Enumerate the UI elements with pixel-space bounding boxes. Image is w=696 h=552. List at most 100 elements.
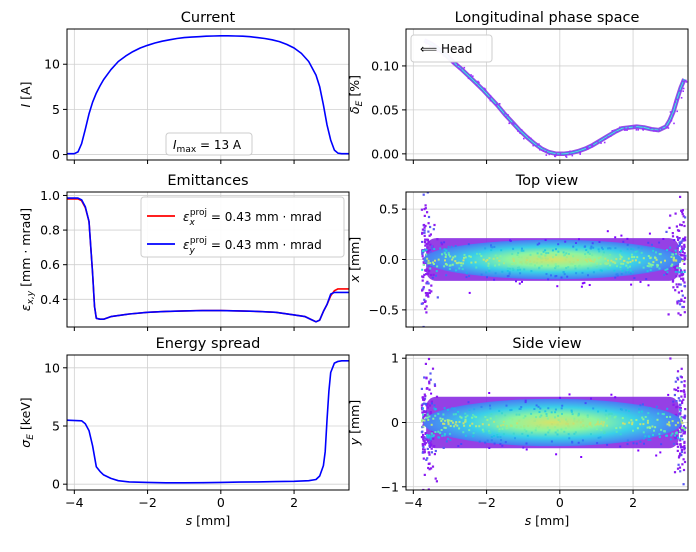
beam-particle xyxy=(440,420,443,422)
beam-particle xyxy=(440,241,443,244)
beam-particle xyxy=(508,264,511,267)
beam-particle xyxy=(556,433,559,436)
beam-tail-particle xyxy=(680,428,683,431)
beam-particle xyxy=(466,272,468,275)
beam-particle xyxy=(560,428,563,431)
beam-tail-particle xyxy=(675,400,678,403)
beam-tail-particle xyxy=(427,295,430,298)
phase-space-particle xyxy=(472,75,474,77)
beam-particle xyxy=(468,255,471,258)
beam-particle xyxy=(680,250,683,252)
beam-tail-particle xyxy=(676,442,679,446)
beam-particle xyxy=(545,413,548,415)
beam-particle xyxy=(590,264,593,267)
beam-particle xyxy=(680,418,683,421)
beam-particle xyxy=(619,257,622,260)
beam-particle xyxy=(451,263,454,266)
beam-particle xyxy=(575,248,578,251)
beam-particle xyxy=(454,245,457,247)
beam-particle xyxy=(454,260,457,263)
beam-tail-particle xyxy=(442,446,445,449)
beam-particle xyxy=(631,421,634,424)
beam-particle xyxy=(654,426,657,429)
beam-tail-particle xyxy=(424,410,427,413)
beam-particle xyxy=(443,434,446,437)
beam-particle xyxy=(638,261,641,264)
beam-particle xyxy=(436,265,439,268)
beam-particle xyxy=(679,416,682,419)
beam-particle xyxy=(592,271,595,274)
beam-particle xyxy=(669,438,672,441)
phase-space-particle xyxy=(545,150,548,153)
beam-particle xyxy=(512,258,515,261)
beam-particle xyxy=(671,432,674,435)
beam-particle xyxy=(488,447,491,449)
beam-particle xyxy=(668,424,671,427)
beam-particle xyxy=(606,230,609,233)
beam-particle xyxy=(679,430,682,433)
phase-space-particle xyxy=(475,84,478,86)
beam-particle xyxy=(517,266,519,269)
beam-particle xyxy=(681,438,684,441)
beam-tail-particle xyxy=(422,325,425,327)
beam-particle xyxy=(488,267,491,270)
beam-particle xyxy=(626,439,629,442)
beam-tail-particle xyxy=(434,449,437,453)
phase-space-particle xyxy=(470,74,472,76)
beam-particle xyxy=(498,428,501,431)
beam-particle xyxy=(490,249,493,252)
beam-tail-particle xyxy=(671,232,674,235)
beam-tail-particle xyxy=(429,225,432,229)
beam-tail-particle xyxy=(423,300,427,303)
beam-particle xyxy=(671,420,674,423)
beam-particle xyxy=(665,416,668,418)
beam-particle xyxy=(604,262,607,265)
beam-particle xyxy=(525,448,528,451)
beam-particle xyxy=(678,267,681,269)
beam-particle xyxy=(448,419,451,422)
beam-particle xyxy=(609,264,611,267)
beam-particle xyxy=(475,416,478,419)
beam-particle xyxy=(530,412,533,415)
beam-particle xyxy=(654,256,656,259)
beam-particle xyxy=(570,409,573,412)
y-tick-label: 5 xyxy=(52,102,60,117)
beam-particle xyxy=(599,262,602,265)
beam-tail-particle xyxy=(680,277,683,280)
beam-tail-particle xyxy=(677,389,680,393)
beam-particle xyxy=(428,444,431,447)
beam-tail-particle xyxy=(423,226,426,229)
plot-content xyxy=(420,192,687,327)
beam-particle xyxy=(521,262,524,265)
phase-space-particle xyxy=(619,126,621,129)
beam-particle xyxy=(623,259,626,262)
beam-particle xyxy=(672,259,675,262)
beam-particle xyxy=(525,262,528,265)
beam-particle xyxy=(536,261,538,264)
beam-tail-particle xyxy=(423,451,426,454)
beam-particle xyxy=(610,412,613,415)
beam-tail-particle xyxy=(678,283,681,286)
beam-particle xyxy=(647,241,650,244)
beam-particle xyxy=(524,261,527,264)
x-tick-label: −2 xyxy=(477,495,495,510)
beam-tail-particle xyxy=(427,282,430,285)
beam-tail-particle xyxy=(684,408,687,411)
beam-tail-particle xyxy=(683,395,686,398)
beam-tail-particle xyxy=(665,272,668,275)
beam-particle xyxy=(442,413,445,416)
beam-tail-particle xyxy=(430,443,433,446)
beam-particle xyxy=(506,267,509,270)
beam-particle xyxy=(440,429,443,431)
beam-tail-particle xyxy=(679,313,682,317)
beam-particle xyxy=(674,434,677,437)
beam-particle xyxy=(647,412,650,415)
beam-particle xyxy=(516,269,519,272)
phase-space-particle xyxy=(676,98,678,101)
beam-particle xyxy=(458,267,461,270)
beam-particle xyxy=(490,436,493,438)
phase-space-particle xyxy=(458,67,460,70)
beam-particle xyxy=(530,431,533,434)
beam-particle xyxy=(615,430,618,433)
beam-particle xyxy=(619,268,622,271)
